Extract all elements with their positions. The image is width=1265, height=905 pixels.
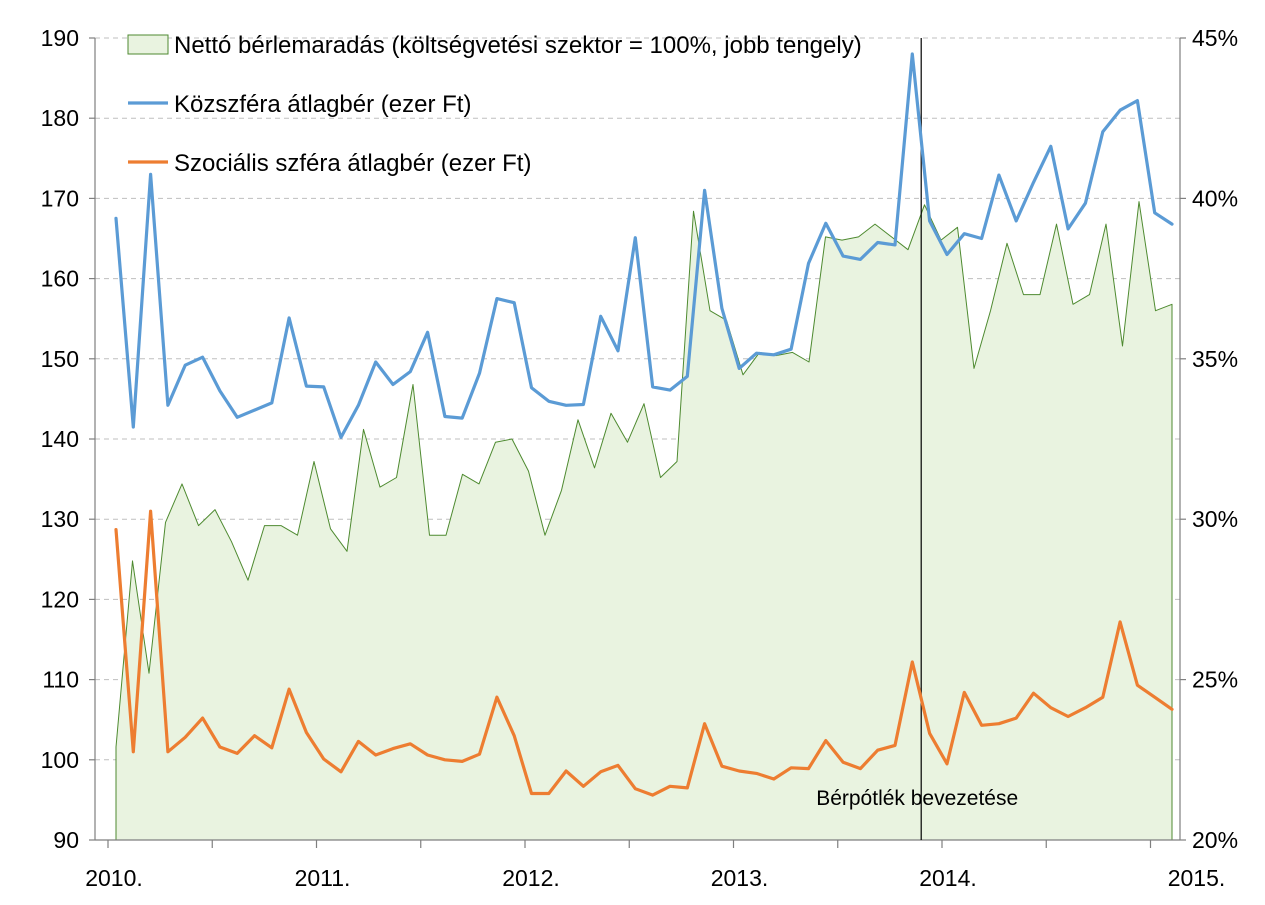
legend-label-szocialis: Szociális szféra átlagbér (ezer Ft) [174,150,531,177]
label-layer: 90 100 110 120 130 140 150 160 170 180 190 20% 25% 30… [41,25,1238,891]
annotation-layer: Bérpótlék bevezetése [816,38,1018,840]
y-tick-label: 100 [41,747,79,773]
y2-tick-label: 35% [1192,346,1238,372]
axis-layer [89,37,1186,848]
x-tick-label: 2014. [919,865,977,891]
y-tick-label: 90 [53,827,79,853]
x-tick-label: 2011. [295,865,351,891]
series-line-kozszfera [114,52,1174,439]
line-layer [114,52,1174,797]
x-tick-label: 2012. [502,865,560,891]
y-tick-label: 190 [41,25,79,51]
y-tick-label: 120 [41,586,79,612]
y-tick-label: 170 [41,185,79,211]
y-tick-label: 150 [41,346,79,372]
legend-label-kozszfera: Közszféra átlagbér (ezer Ft) [174,91,471,118]
x-tick-label: 2015. [1168,865,1226,891]
legend: Nettó bérlemaradás (költségvetési szekto… [127,32,862,177]
y2-tick-label: 45% [1192,25,1238,51]
y-tick-label: 110 [42,667,79,693]
y-tick-label: 160 [41,266,79,292]
legend-swatch-area [127,34,169,55]
y2-tick-label: 30% [1192,506,1238,532]
x-tick-label: 2013. [711,865,769,891]
y-tick-label: 130 [41,506,79,532]
annotation-label: Bérpótlék bevezetése [816,787,1018,810]
legend-label-area: Nettó bérlemaradás (költségvetési szekto… [174,32,862,59]
x-tick-label: 2010. [85,865,143,891]
y-tick-label: 140 [41,426,79,452]
series-line-szocialis [114,509,1174,797]
y-tick-label: 180 [41,105,79,131]
y2-tick-label: 20% [1192,827,1238,853]
y2-tick-label: 25% [1192,667,1238,693]
y2-tick-label: 40% [1192,185,1238,211]
